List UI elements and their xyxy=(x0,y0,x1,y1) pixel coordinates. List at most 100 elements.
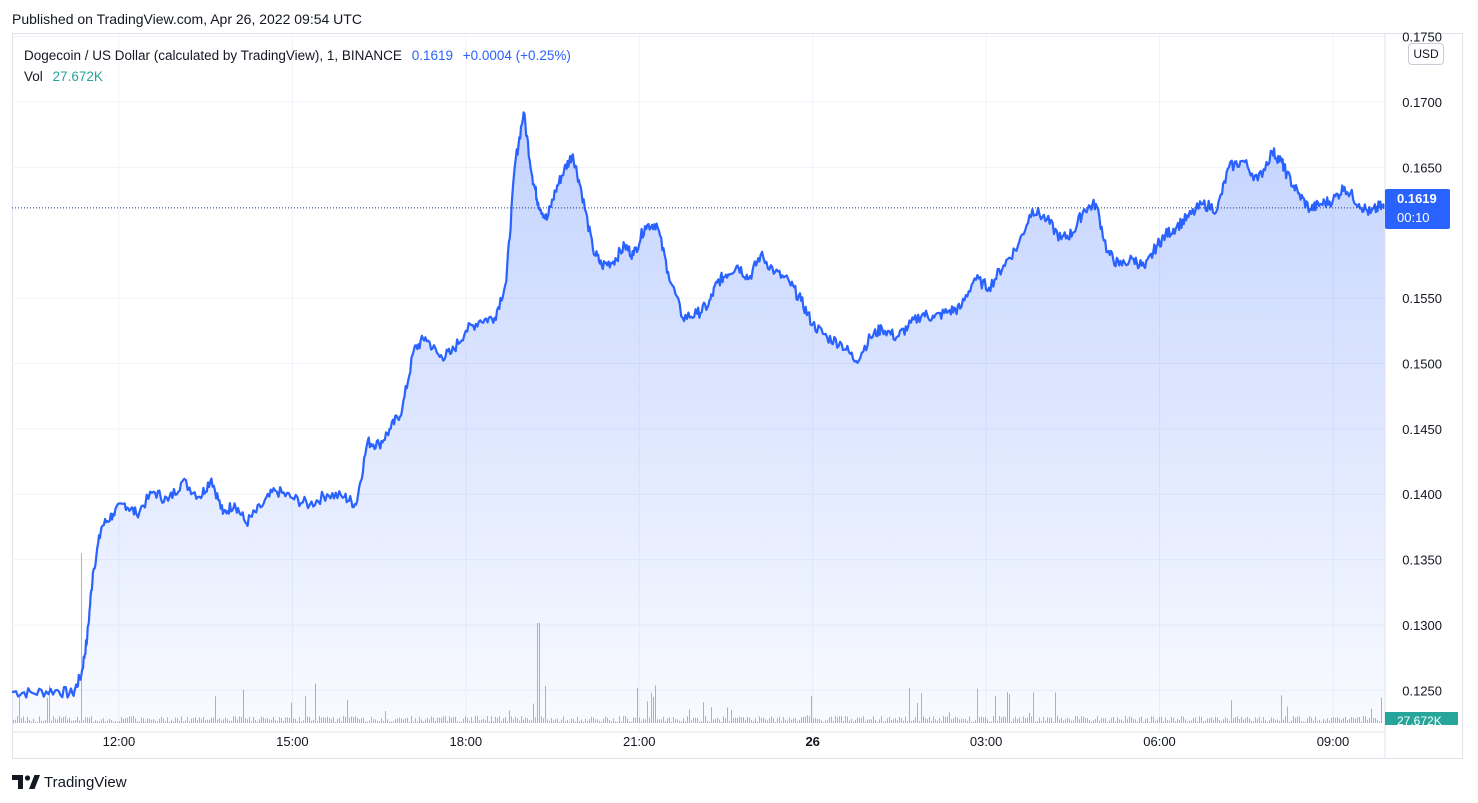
volume-bar xyxy=(867,719,868,723)
volume-bar xyxy=(27,716,28,723)
volume-bar xyxy=(971,721,972,723)
volume-bar xyxy=(665,721,666,723)
volume-bar xyxy=(1151,716,1152,723)
volume-bar xyxy=(713,719,714,723)
currency-button[interactable]: USD xyxy=(1408,43,1444,65)
volume-bar xyxy=(13,720,14,723)
volume-bar xyxy=(1339,718,1340,723)
volume-bar xyxy=(613,718,614,723)
volume-bar xyxy=(289,717,290,723)
volume-bar xyxy=(1331,717,1332,723)
footer-brand[interactable]: TradingView xyxy=(44,773,127,791)
volume-bar xyxy=(869,719,870,723)
volume-bar xyxy=(151,719,152,723)
volume-bar xyxy=(923,716,924,723)
volume-bar xyxy=(321,717,322,723)
volume-bar xyxy=(105,721,106,723)
volume-bar xyxy=(1365,716,1366,723)
volume-bar xyxy=(589,718,590,723)
volume-bar xyxy=(667,718,668,723)
volume-bar xyxy=(711,707,712,723)
volume-bar xyxy=(567,720,568,723)
volume-bar xyxy=(353,717,354,723)
volume-bar xyxy=(1301,721,1302,723)
y-tick-label: 0.1500 xyxy=(1402,356,1442,371)
volume-bar xyxy=(57,719,58,723)
volume-bar xyxy=(825,720,826,723)
volume-bar xyxy=(1131,717,1132,723)
volume-bar xyxy=(347,699,348,723)
volume-bar xyxy=(657,719,658,723)
volume-bar xyxy=(501,721,502,723)
volume-bar xyxy=(223,719,224,723)
volume-bar xyxy=(1251,720,1252,723)
volume-bar xyxy=(641,721,642,723)
volume-bar xyxy=(261,716,262,723)
volume-bar xyxy=(23,716,24,723)
volume-bar xyxy=(845,716,846,723)
volume-bar xyxy=(451,717,452,723)
volume-bar xyxy=(1337,717,1338,723)
volume-bar xyxy=(391,721,392,723)
volume-bar xyxy=(623,716,624,723)
volume-bar xyxy=(991,721,992,723)
volume-bar xyxy=(217,719,218,723)
volume-bar xyxy=(547,719,548,723)
volume-bar xyxy=(1069,718,1070,723)
volume-bar xyxy=(1189,720,1190,723)
volume-bar xyxy=(413,721,414,723)
volume-bar xyxy=(361,718,362,723)
volume-bar xyxy=(449,716,450,723)
volume-bar xyxy=(1025,718,1026,723)
volume-bar xyxy=(407,717,408,723)
volume-bar xyxy=(969,716,970,723)
x-tick-label: 15:00 xyxy=(276,734,309,749)
x-tick-label: 03:00 xyxy=(970,734,1003,749)
volume-bar xyxy=(1009,694,1010,723)
volume-bar xyxy=(1095,719,1096,723)
volume-bar xyxy=(511,716,512,723)
volume-bar xyxy=(263,717,264,723)
volume-bar xyxy=(231,720,232,723)
volume-bar xyxy=(439,717,440,723)
volume-bar xyxy=(295,718,296,723)
volume-bar xyxy=(1221,721,1222,723)
tradingview-logo-icon[interactable] xyxy=(12,774,40,790)
volume-bar xyxy=(997,720,998,723)
volume-bar xyxy=(459,721,460,723)
volume-bar xyxy=(421,719,422,723)
chart-frame[interactable] xyxy=(12,33,1463,759)
volume-bar xyxy=(527,718,528,723)
volume-bar xyxy=(1007,692,1008,723)
volume-bar xyxy=(1161,716,1162,723)
volume-bar xyxy=(313,719,314,723)
volume-bar xyxy=(915,717,916,723)
volume-bar xyxy=(795,718,796,723)
volume-bar xyxy=(1307,718,1308,723)
volume-bar xyxy=(273,716,274,723)
volume-bar xyxy=(1115,721,1116,723)
volume-bar xyxy=(839,716,840,723)
volume-bar xyxy=(83,720,84,723)
volume-bar xyxy=(1347,720,1348,723)
volume-bar xyxy=(41,720,42,723)
volume-bar xyxy=(649,717,650,723)
volume-bar xyxy=(627,718,628,723)
price-area-fill xyxy=(12,112,1385,723)
volume-bar xyxy=(581,719,582,723)
volume-bar xyxy=(153,719,154,723)
volume-bar xyxy=(759,716,760,723)
volume-bar xyxy=(815,718,816,723)
volume-bar xyxy=(661,719,662,723)
volume-bar xyxy=(475,715,476,723)
volume-bar xyxy=(339,717,340,723)
volume-bar xyxy=(1231,700,1232,723)
volume-bar xyxy=(577,716,578,723)
volume-bar xyxy=(195,717,196,723)
volume-bar xyxy=(549,720,550,723)
volume-bar xyxy=(773,718,774,723)
volume-bar xyxy=(241,716,242,723)
volume-bar xyxy=(681,721,682,723)
volume-bar xyxy=(1127,719,1128,723)
